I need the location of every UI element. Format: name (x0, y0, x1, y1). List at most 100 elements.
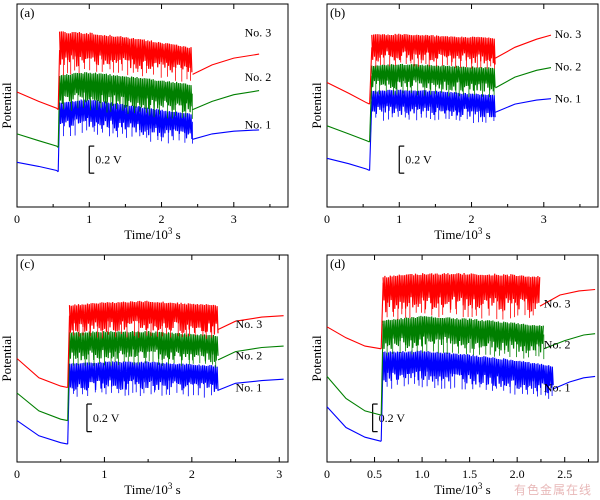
baseline-line (16, 392, 68, 422)
tail-line (192, 53, 260, 75)
tail-line (539, 288, 596, 307)
panel-label: (a) (20, 5, 34, 20)
oscillation-spikes (73, 370, 212, 398)
tail-line (495, 34, 552, 59)
oscillation-spikes (63, 108, 193, 144)
oscillation-band (371, 33, 496, 65)
x-tick-label: 0.5 (367, 467, 382, 481)
series-no-1 (326, 350, 596, 442)
oscillation-band (382, 350, 554, 394)
series-label: No. 2 (555, 59, 582, 73)
x-axis-label: Time/103 s (434, 481, 490, 497)
y-axis-label: Potential (0, 335, 14, 382)
baseline-line (326, 406, 382, 442)
x-tick-label: 0 (324, 212, 330, 226)
x-tick-label: 2 (159, 212, 165, 226)
oscillation-band (59, 31, 193, 73)
x-tick-label: 0 (14, 212, 20, 226)
oscillation-spikes (375, 71, 495, 98)
series-no-1 (326, 89, 552, 171)
scale-bar-label: 0.2 V (379, 411, 406, 425)
x-tick-label: 0 (14, 467, 20, 481)
tail-line (217, 378, 284, 391)
tail-line (217, 315, 284, 330)
series-no-1 (16, 98, 260, 173)
x-tick-label: 1.0 (415, 467, 430, 481)
series-label: No. 1 (555, 92, 582, 106)
oscillation-spikes (73, 310, 213, 339)
chart-panel-1: 0 1 2 3 (a) Potential Time/103 s 0.2 V No. 1 No. … (0, 3, 289, 242)
series-label: No. 3 (245, 25, 272, 39)
jump-line (369, 75, 373, 143)
scale-bar-label: 0.2 V (95, 153, 122, 167)
scale-bar (88, 145, 95, 174)
oscillation-spikes (73, 340, 217, 368)
scale-bar (398, 145, 405, 174)
tail-line (192, 90, 260, 111)
x-tick-label: 2 (189, 467, 195, 481)
oscillation-spikes (63, 81, 193, 119)
jump-line (369, 101, 373, 171)
oscillation-spikes (386, 284, 534, 320)
x-tick-label: 1 (86, 212, 92, 226)
tail-line (495, 67, 552, 89)
y-axis-label: Potential (309, 82, 324, 129)
x-tick-label: 3 (276, 467, 282, 481)
oscillation-spikes (63, 43, 191, 82)
jump-line (380, 282, 384, 349)
series-no-2 (16, 72, 260, 148)
panel-label: (b) (330, 5, 345, 20)
y-axis-label: Potential (309, 335, 324, 382)
baseline-line (16, 91, 59, 111)
oscillation-band (59, 72, 193, 113)
plot-frame (326, 254, 599, 463)
baseline-line (326, 125, 370, 143)
oscillation-spikes (375, 42, 495, 69)
x-tick-label: 2 (469, 212, 475, 226)
series-label: No. 3 (555, 27, 582, 41)
jump-line (57, 49, 61, 110)
x-axis-label: Time/103 s (124, 226, 180, 242)
tail-line (192, 129, 260, 140)
x-tick-label: 1 (396, 212, 402, 226)
series-label: No. 1 (544, 380, 571, 394)
series-no-2 (326, 63, 552, 143)
baseline-line (326, 157, 370, 171)
baseline-line (326, 376, 382, 416)
tail-line (217, 345, 284, 361)
jump-line (380, 357, 384, 442)
tail-line (543, 333, 596, 350)
jump-line (57, 82, 61, 148)
baseline-line (326, 326, 382, 350)
series-label: No. 1 (236, 380, 263, 394)
chart-panel-3: 0 1 2 3 (c) Potential Time/103 s 0.2 V No. 1 No. … (0, 254, 289, 497)
baseline-line (326, 82, 370, 105)
jump-line (380, 323, 384, 416)
series-no-3 (16, 31, 260, 111)
series-no-3 (326, 33, 552, 105)
baseline-line (16, 358, 68, 389)
series-label: No. 2 (236, 349, 263, 363)
oscillation-band (68, 330, 219, 363)
series-label: No. 3 (236, 317, 263, 331)
jump-line (57, 109, 61, 172)
series-no-1 (16, 361, 284, 445)
oscillation-band (382, 272, 541, 313)
series-label: No. 1 (245, 117, 272, 131)
series-no-2 (326, 315, 596, 416)
chart-panel-2: 0 1 2 3 (b) Potential Time/103 s 0.2 V No. 1 No. … (309, 3, 599, 242)
plot-frame (16, 3, 289, 208)
baseline-line (16, 133, 59, 148)
oscillation-spikes (386, 325, 545, 360)
scale-bar-label: 0.2 V (93, 411, 120, 425)
x-tick-label: 2.5 (557, 467, 572, 481)
scale-bar (86, 403, 92, 433)
x-tick-label: 0 (324, 467, 330, 481)
y-axis-label: Potential (0, 82, 14, 129)
baseline-line (16, 161, 59, 173)
chart-panel-4: 0 0.5 1.0 1.5 2.0 2.5 (d) Potential Time/103 s 0.… (309, 254, 599, 497)
series-label: No. 2 (544, 338, 571, 352)
jump-line (67, 368, 71, 445)
oscillation-band (59, 98, 193, 140)
